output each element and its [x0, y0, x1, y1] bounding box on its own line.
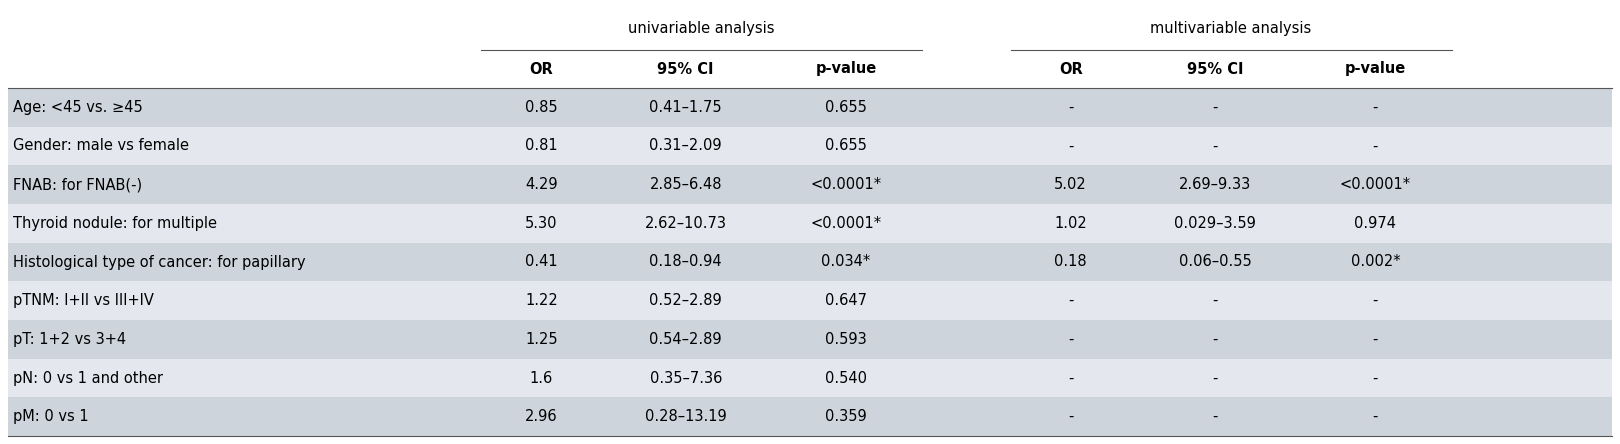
Text: <0.0001*: <0.0001* [1340, 177, 1411, 192]
Bar [8, 204, 1612, 243]
Text: 2.96: 2.96 [525, 409, 557, 424]
Text: -: - [1212, 409, 1218, 424]
Text: 1.02: 1.02 [1055, 216, 1087, 231]
Text: 0.593: 0.593 [825, 332, 867, 347]
Text: 95% CI: 95% CI [658, 62, 714, 76]
Text: Histological type of cancer: for papillary: Histological type of cancer: for papilla… [13, 254, 306, 270]
Bar [8, 243, 1612, 281]
Text: 0.18: 0.18 [1055, 254, 1087, 270]
Text: <0.0001*: <0.0001* [810, 216, 881, 231]
Text: p-value: p-value [1345, 62, 1406, 76]
Text: 0.52–2.89: 0.52–2.89 [650, 293, 723, 308]
Text: -: - [1212, 370, 1218, 385]
Text: pTNM: I+II vs III+IV: pTNM: I+II vs III+IV [13, 293, 154, 308]
Text: 1.22: 1.22 [525, 293, 557, 308]
Text: <0.0001*: <0.0001* [810, 177, 881, 192]
Bar [8, 397, 1612, 436]
Text: 0.85: 0.85 [525, 100, 557, 115]
Text: 0.31–2.09: 0.31–2.09 [650, 139, 723, 154]
Text: 0.54–2.89: 0.54–2.89 [650, 332, 723, 347]
Text: 95% CI: 95% CI [1187, 62, 1243, 76]
Text: 2.62–10.73: 2.62–10.73 [645, 216, 727, 231]
Bar [8, 281, 1612, 320]
Text: 5.02: 5.02 [1055, 177, 1087, 192]
Text: -: - [1212, 139, 1218, 154]
Text: 2.85–6.48: 2.85–6.48 [650, 177, 723, 192]
Text: Thyroid nodule: for multiple: Thyroid nodule: for multiple [13, 216, 217, 231]
Text: -: - [1212, 100, 1218, 115]
Text: 0.974: 0.974 [1354, 216, 1396, 231]
Text: -: - [1372, 332, 1379, 347]
Bar [8, 88, 1612, 127]
Text: -: - [1372, 293, 1379, 308]
Bar [8, 320, 1612, 359]
Text: OR: OR [530, 62, 552, 76]
Bar [8, 127, 1612, 165]
Text: -: - [1068, 409, 1074, 424]
Text: -: - [1068, 332, 1074, 347]
Text: -: - [1068, 293, 1074, 308]
Text: -: - [1068, 100, 1074, 115]
Text: multivariable analysis: multivariable analysis [1150, 21, 1312, 36]
Text: 0.41: 0.41 [525, 254, 557, 270]
Text: p-value: p-value [815, 62, 876, 76]
Text: 0.540: 0.540 [825, 370, 867, 385]
Text: 2.69–9.33: 2.69–9.33 [1179, 177, 1251, 192]
Text: -: - [1372, 409, 1379, 424]
Text: 5.30: 5.30 [525, 216, 557, 231]
Text: pN: 0 vs 1 and other: pN: 0 vs 1 and other [13, 370, 164, 385]
Text: -: - [1372, 139, 1379, 154]
Text: 0.002*: 0.002* [1351, 254, 1400, 270]
Text: Age: <45 vs. ≥45: Age: <45 vs. ≥45 [13, 100, 143, 115]
Text: 0.655: 0.655 [825, 100, 867, 115]
Text: -: - [1372, 100, 1379, 115]
Text: 4.29: 4.29 [525, 177, 557, 192]
Bar [8, 8, 1612, 88]
Text: -: - [1212, 293, 1218, 308]
Bar [8, 359, 1612, 397]
Text: 0.35–7.36: 0.35–7.36 [650, 370, 723, 385]
Text: 0.28–13.19: 0.28–13.19 [645, 409, 726, 424]
Text: univariable analysis: univariable analysis [629, 21, 774, 36]
Text: -: - [1068, 370, 1074, 385]
Text: 0.034*: 0.034* [821, 254, 870, 270]
Text: FNAB: for FNAB(-): FNAB: for FNAB(-) [13, 177, 143, 192]
Text: OR: OR [1059, 62, 1082, 76]
Text: pT: 1+2 vs 3+4: pT: 1+2 vs 3+4 [13, 332, 126, 347]
Text: 0.359: 0.359 [825, 409, 867, 424]
Text: 0.647: 0.647 [825, 293, 867, 308]
Text: -: - [1068, 139, 1074, 154]
Text: 1.6: 1.6 [530, 370, 552, 385]
Bar [8, 165, 1612, 204]
Text: pM: 0 vs 1: pM: 0 vs 1 [13, 409, 89, 424]
Text: 0.81: 0.81 [525, 139, 557, 154]
Text: 0.06–0.55: 0.06–0.55 [1179, 254, 1251, 270]
Text: -: - [1372, 370, 1379, 385]
Text: 0.41–1.75: 0.41–1.75 [650, 100, 723, 115]
Text: -: - [1212, 332, 1218, 347]
Text: 0.655: 0.655 [825, 139, 867, 154]
Text: Gender: male vs female: Gender: male vs female [13, 139, 190, 154]
Text: 1.25: 1.25 [525, 332, 557, 347]
Text: 0.18–0.94: 0.18–0.94 [650, 254, 723, 270]
Text: 0.029–3.59: 0.029–3.59 [1174, 216, 1256, 231]
